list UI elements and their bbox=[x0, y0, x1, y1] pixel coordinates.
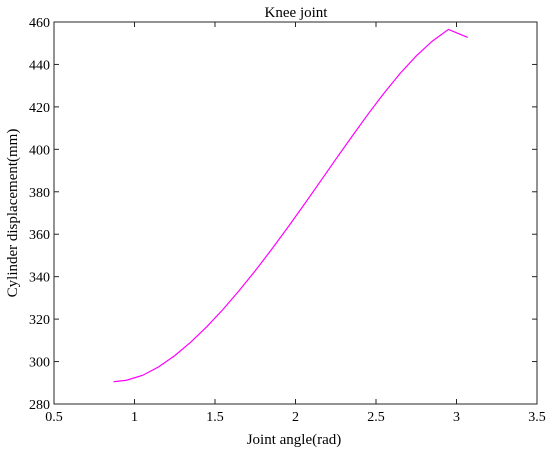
x-tick-label: 2.5 bbox=[367, 410, 385, 425]
y-tick-label: 360 bbox=[29, 228, 50, 243]
x-ticks: 0.5 1 1.5 2 2.5 3 3.5 bbox=[45, 22, 546, 425]
x-tick-label: 1 bbox=[131, 410, 138, 425]
x-tick-label: 1.5 bbox=[206, 410, 224, 425]
plot-area bbox=[53, 21, 538, 405]
y-tick-label: 460 bbox=[29, 16, 50, 31]
y-tick-label: 320 bbox=[29, 313, 50, 328]
x-tick-label: 2 bbox=[292, 410, 299, 425]
x-tick-label: 3 bbox=[453, 410, 460, 425]
y-tick-label: 340 bbox=[29, 271, 50, 286]
series-group bbox=[113, 28, 469, 383]
y-tick-label: 380 bbox=[29, 186, 50, 201]
y-tick-label: 440 bbox=[29, 58, 50, 73]
x-axis-title: Joint angle(rad) bbox=[247, 432, 342, 448]
y-tick-label: 400 bbox=[29, 143, 50, 158]
y-tick-label: 280 bbox=[29, 398, 50, 413]
series-line bbox=[113, 28, 469, 383]
y-axis-title: Cylinder displacement(mm) bbox=[5, 129, 21, 298]
y-tick-label: 420 bbox=[29, 101, 50, 116]
plot-frame bbox=[53, 21, 538, 405]
y-ticks: 280 300 320 340 360 380 400 420 440 460 bbox=[29, 16, 537, 413]
x-tick-label: 3.5 bbox=[528, 410, 546, 425]
y-tick-label: 300 bbox=[29, 356, 50, 371]
x-tick-label: 0.5 bbox=[45, 410, 63, 425]
chart-title: Knee joint bbox=[265, 5, 329, 21]
